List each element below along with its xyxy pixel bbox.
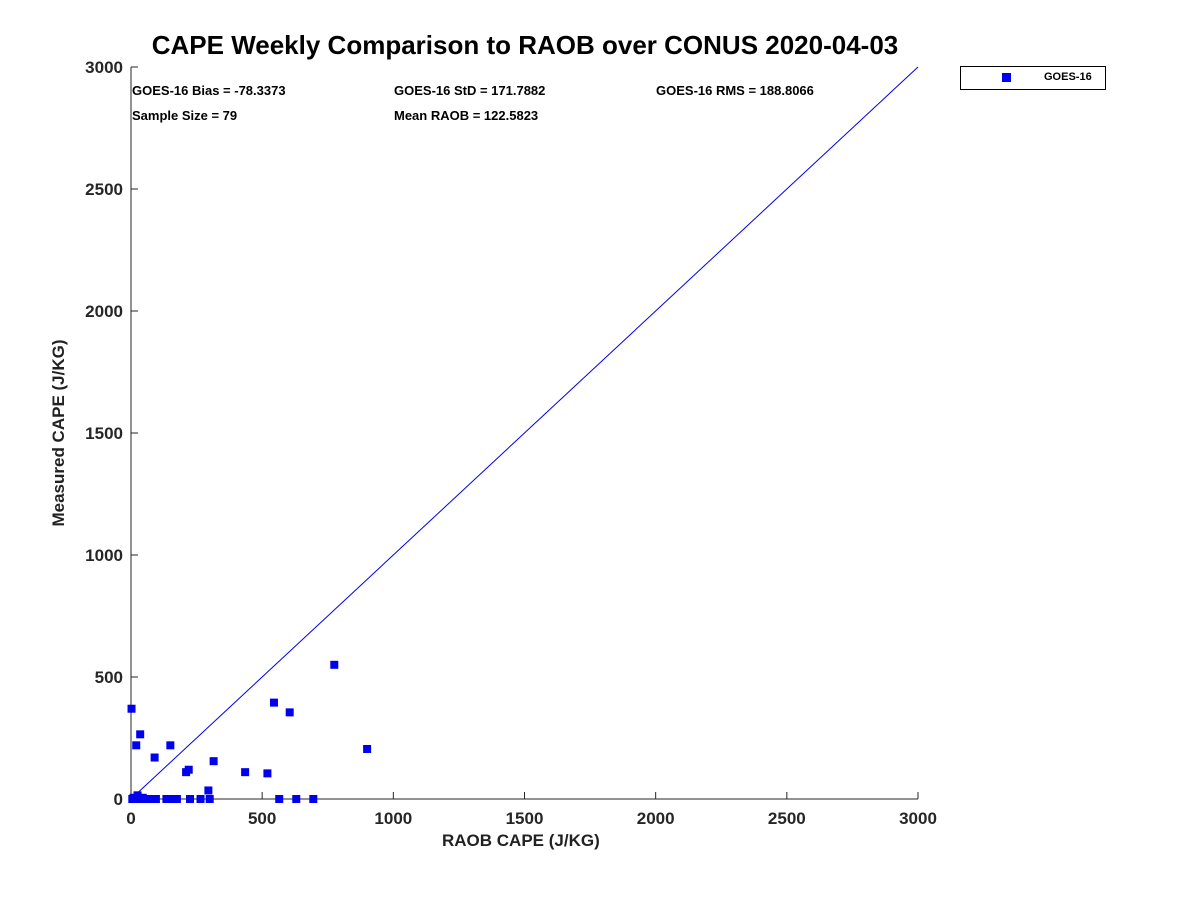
stat-std: GOES-16 StD = 171.7882 — [394, 83, 546, 98]
stat-bias: GOES-16 Bias = -78.3373 — [132, 83, 286, 98]
stat-sample-size: Sample Size = 79 — [132, 108, 238, 123]
legend: GOES-16 — [960, 66, 1106, 90]
data-point — [263, 769, 272, 778]
one-to-one-line — [130, 66, 919, 800]
reference-line — [130, 66, 919, 800]
y-tick-label: 2000 — [85, 302, 123, 321]
data-point — [363, 744, 372, 753]
data-point — [127, 704, 136, 713]
data-point — [330, 660, 339, 669]
data-point — [292, 795, 301, 803]
x-tick-label: 500 — [248, 809, 276, 828]
chart-title: CAPE Weekly Comparison to RAOB over CONU… — [151, 30, 899, 60]
data-point — [209, 757, 218, 766]
data-points — [127, 660, 372, 803]
data-point — [172, 795, 181, 803]
y-tick-label: 1500 — [85, 424, 123, 443]
data-point — [269, 698, 278, 707]
data-point — [285, 708, 294, 717]
y-tick-label: 1000 — [85, 546, 123, 565]
legend-label: GOES-16 — [1044, 71, 1092, 83]
stat-mean-raob: Mean RAOB = 122.5823 — [394, 108, 539, 123]
x-tick-label: 0 — [126, 809, 135, 828]
stat-rms: GOES-16 RMS = 188.8066 — [656, 83, 814, 98]
y-tick-label: 3000 — [85, 58, 123, 77]
x-tick-label: 3000 — [899, 809, 937, 828]
data-point — [162, 795, 171, 803]
data-point — [196, 795, 205, 803]
data-point — [186, 795, 195, 803]
data-point — [132, 741, 141, 750]
data-point — [136, 730, 145, 739]
y-tick-label: 500 — [95, 668, 123, 687]
y-axis-label: Measured CAPE (J/KG) — [49, 339, 68, 527]
legend-marker-square-icon — [1002, 73, 1011, 82]
x-tick-label: 2500 — [768, 809, 806, 828]
tick-labels: 0 500 1000 1500 2000 2500 3000 0 500 1000 1500 2000… — [85, 58, 937, 828]
x-tick-label: 1500 — [506, 809, 544, 828]
data-point — [184, 765, 193, 774]
data-point — [241, 768, 250, 777]
x-axis-label: RAOB CAPE (J/KG) — [442, 831, 600, 850]
data-point — [275, 795, 284, 803]
data-point — [205, 795, 214, 803]
y-tick-label: 0 — [114, 790, 123, 809]
y-tick-label: 2500 — [85, 180, 123, 199]
data-point — [309, 795, 318, 803]
data-point — [151, 795, 160, 803]
data-point — [150, 753, 159, 762]
data-point — [166, 741, 175, 750]
data-point — [204, 786, 213, 795]
x-tick-label: 1000 — [374, 809, 412, 828]
x-tick-label: 2000 — [637, 809, 675, 828]
